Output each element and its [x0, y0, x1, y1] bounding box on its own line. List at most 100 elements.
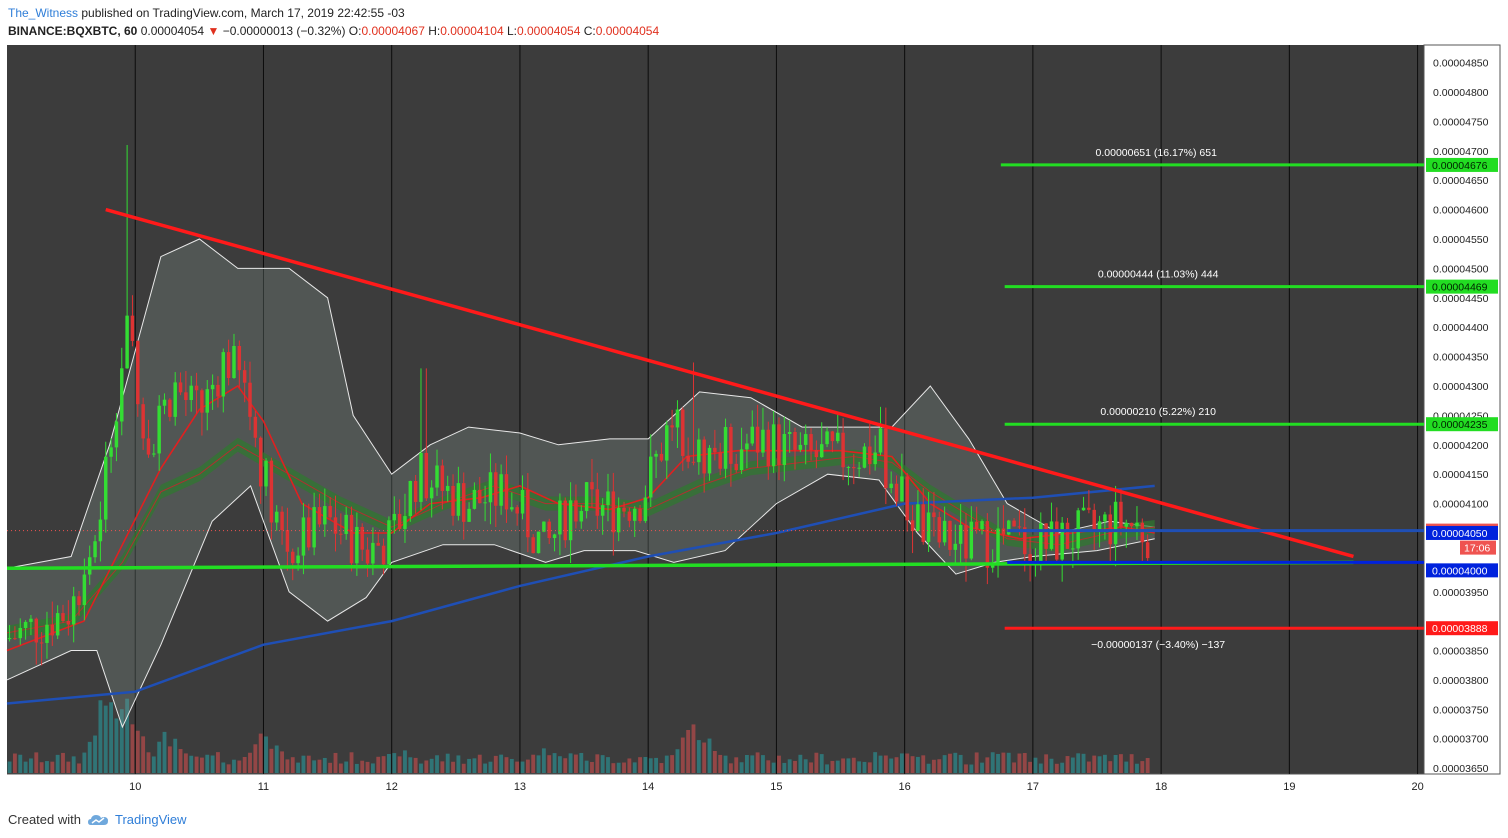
volume-bar [1033, 757, 1038, 773]
bollinger-fill [7, 239, 1155, 727]
candle-body [990, 565, 995, 568]
candle-body [397, 513, 402, 529]
volume-bar [1097, 756, 1102, 773]
volume-bar [301, 755, 306, 773]
candle-body [445, 485, 450, 491]
candle-body [50, 624, 55, 636]
low-value: 0.00004054 [516, 24, 581, 38]
candle-body [269, 460, 274, 523]
price-tag-label: 0.00004050 [1432, 528, 1488, 540]
candle-body [280, 511, 284, 530]
candle-body [7, 638, 12, 640]
candle-body [1140, 522, 1145, 543]
x-tick-label: 16 [899, 781, 911, 793]
volume-bar [734, 757, 739, 773]
tradingview-link[interactable]: TradingView [114, 812, 187, 827]
y-tick-label: 0.00004450 [1433, 293, 1489, 305]
price-chart[interactable]: 0.00000651 (16.17%) 651 0.00000444 (11.03… [0, 40, 1508, 806]
candle-body [274, 511, 279, 523]
high-label: H: [428, 24, 441, 38]
volume-bar [1001, 752, 1006, 773]
candle-body [184, 392, 188, 401]
author-link[interactable]: The_Witness [8, 6, 79, 20]
volume-bar [547, 755, 552, 773]
volume-bar [109, 702, 114, 773]
volume-bar [691, 724, 696, 773]
candle-body [333, 517, 338, 534]
volume-bar [242, 756, 247, 773]
candle-body [798, 444, 803, 450]
price-tag-label: 0.00004676 [1432, 160, 1488, 172]
candle-body [793, 431, 797, 450]
candle-body [125, 315, 129, 369]
volume-bar [841, 758, 846, 773]
x-tick-label: 14 [642, 781, 654, 793]
candle-body [777, 424, 781, 465]
volume-bar [1108, 761, 1113, 773]
volume-bar [536, 755, 541, 773]
volume-bar [370, 763, 375, 773]
x-tick-label: 17 [1027, 781, 1039, 793]
volume-bar [584, 760, 589, 773]
y-tick-label: 0.00004850 [1433, 58, 1489, 70]
candle-body [1055, 521, 1059, 560]
candle-body [665, 425, 669, 461]
candle-body [34, 618, 39, 643]
volume-bar [1129, 754, 1134, 773]
candle-body [910, 520, 915, 532]
y-tick-label: 0.00004650 [1433, 175, 1489, 187]
header-line-2: BINANCE:BQXBTC, 60 0.00004054 ▼ −0.00000… [8, 22, 659, 40]
candle-body [942, 520, 947, 543]
volume-bar [1012, 762, 1016, 773]
candle-body [499, 474, 503, 506]
volume-bar [477, 754, 482, 773]
volume-bar [39, 762, 44, 773]
volume-bar [82, 752, 87, 773]
price-change: −0.00000013 (−0.32%) [222, 24, 346, 38]
time-axis[interactable]: 10 11 12 13 14 15 16 17 18 19 20 [129, 781, 1424, 793]
candle-body [649, 456, 653, 498]
candle-body [766, 429, 771, 467]
candle-body [1044, 523, 1048, 549]
volume-bar [579, 752, 584, 773]
candle-body [248, 382, 252, 417]
volume-bar [648, 758, 653, 773]
volume-bar [686, 729, 691, 773]
volume-bar [221, 762, 226, 773]
volume-bar [317, 759, 322, 773]
volume-bar [541, 748, 546, 773]
candle-body [237, 345, 242, 371]
candle-body [536, 531, 541, 554]
candle-body [948, 520, 952, 550]
volume-bar [921, 755, 926, 773]
candle-body [782, 434, 787, 465]
volume-bar [728, 763, 733, 773]
candle-body [852, 466, 856, 469]
candle-body [873, 452, 877, 465]
volume-bar [1044, 754, 1049, 773]
volume-bar [349, 752, 354, 773]
volume-bar [178, 749, 183, 773]
volume-bar [1028, 761, 1033, 773]
candle-body [611, 491, 616, 533]
volume-bar [135, 730, 140, 773]
candle-body [456, 483, 461, 516]
volume-bar [632, 762, 637, 773]
candle-body [66, 620, 71, 625]
volume-bar [948, 753, 952, 773]
candle-body [809, 434, 813, 451]
volume-bar [488, 761, 493, 773]
candle-body [1060, 522, 1064, 560]
footer: Created with TradingView [8, 812, 187, 827]
target-level-label: 0.00000444 (11.03%) 444 [1098, 269, 1219, 281]
volume-bar [755, 752, 760, 773]
candle-body [55, 613, 60, 636]
candle-body [894, 483, 899, 502]
candle-body [889, 483, 893, 489]
volume-bar [942, 755, 947, 773]
candle-body [638, 508, 642, 522]
candle-body [980, 521, 984, 530]
volume-bar [1060, 762, 1065, 773]
candle-body [675, 409, 680, 428]
candle-body [216, 384, 220, 397]
